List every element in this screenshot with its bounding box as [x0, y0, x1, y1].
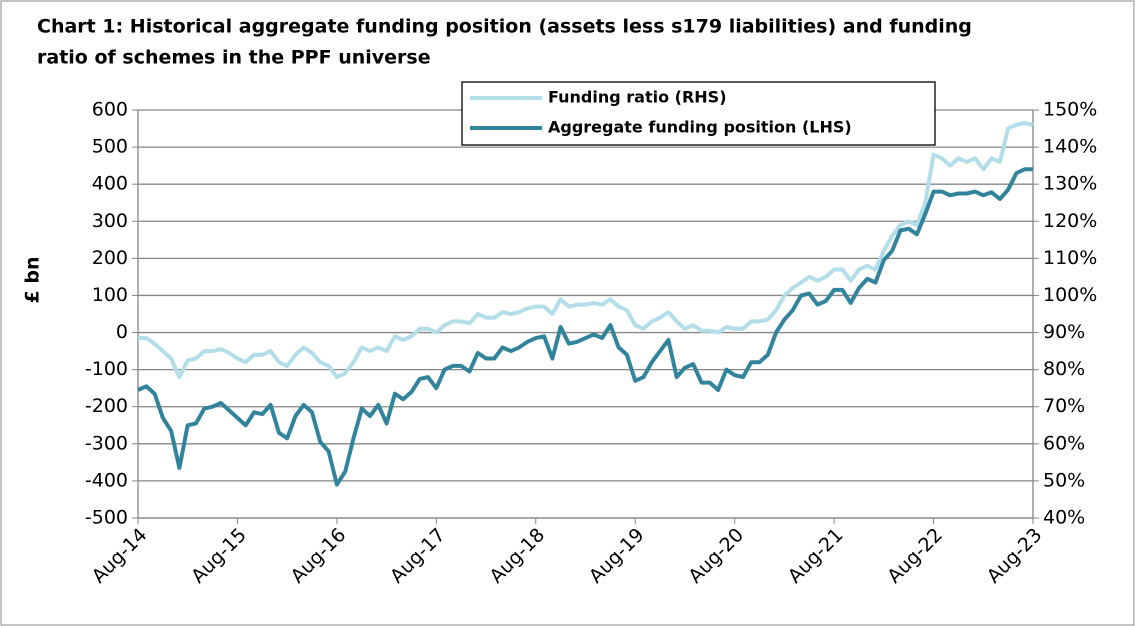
y2-tick-label: 60%: [1043, 432, 1085, 454]
y-tick-label: 500: [92, 136, 128, 158]
y-axis-label: £ bn: [22, 257, 44, 304]
y2-tick-label: 70%: [1043, 395, 1085, 417]
y-tick-label: -300: [85, 432, 128, 454]
y2-tick-label: 130%: [1043, 173, 1097, 195]
y-tick-label: -500: [85, 507, 128, 529]
y2-tick-label: 100%: [1043, 284, 1097, 306]
y2-tick-label: 80%: [1043, 358, 1085, 380]
y-tick-label: -400: [85, 469, 128, 491]
legend-label: Aggregate funding position (LHS): [548, 118, 852, 137]
legend-box: [461, 81, 936, 146]
y-tick-label: -100: [85, 358, 128, 380]
series-line: [137, 167, 1033, 487]
y-tick-label: 400: [92, 173, 128, 195]
y2-tick-label: 110%: [1043, 247, 1097, 269]
chart-title: ratio of schemes in the PPF universe: [37, 47, 431, 69]
y2-tick-label: 120%: [1043, 210, 1097, 232]
legend-label: Funding ratio (RHS): [548, 88, 727, 107]
y-tick-label: 200: [92, 247, 128, 269]
series-line: [138, 121, 1034, 380]
y-tick-label: 300: [92, 210, 128, 232]
y2-tick-label: 90%: [1043, 321, 1085, 343]
y-tick-label: 600: [92, 99, 128, 121]
y2-tick-label: 150%: [1043, 99, 1097, 121]
y2-tick-label: 50%: [1043, 469, 1085, 491]
y-tick-label: -200: [85, 395, 128, 417]
y-tick-label: 0: [116, 321, 128, 343]
chart-title: Chart 1: Historical aggregate funding po…: [37, 16, 972, 38]
y2-tick-label: 140%: [1043, 136, 1097, 158]
y2-tick-label: 40%: [1043, 507, 1085, 529]
y-tick-label: 100: [92, 284, 128, 306]
